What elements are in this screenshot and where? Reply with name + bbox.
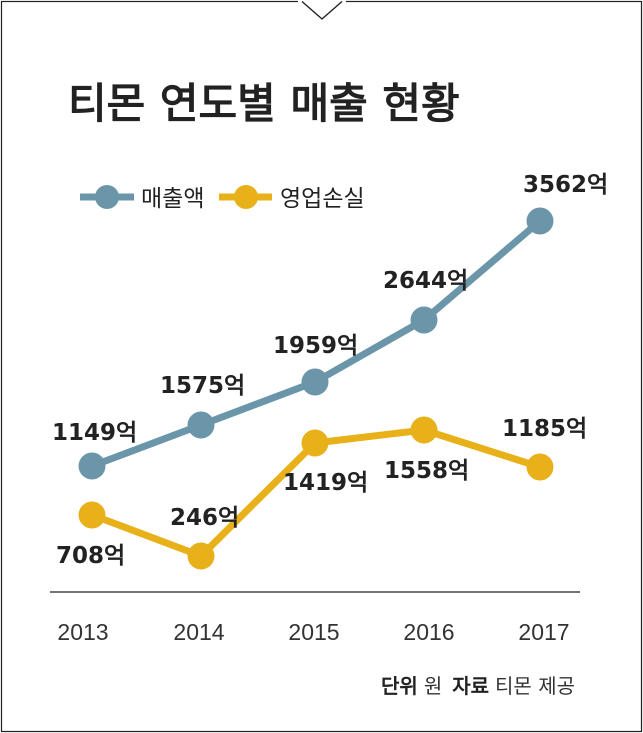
series-markers-revenue [78,207,554,480]
data-label: 1558억 [384,458,469,484]
legend-marker-loss [234,185,258,209]
data-label: 2644억 [383,268,468,294]
x-tick-label: 2016 [403,619,454,645]
data-point-marker [526,207,554,235]
unit-label: 단위 [381,674,418,698]
legend-label-revenue: 매출액 [141,186,204,212]
data-point-marker [526,453,554,481]
data-label: 708억 [56,543,125,569]
data-point-marker [187,542,215,570]
x-tick-label: 2014 [173,619,224,645]
x-tick-label: 2015 [288,619,339,645]
source-value: 티몬 제공 [495,674,575,698]
chart-title: 티몬 연도별 매출 현황 [68,79,460,128]
chevron-down-icon [301,0,343,20]
unit-value: 원 [424,674,442,698]
source-label: 자료 [452,674,489,698]
data-label: 246억 [170,505,239,531]
data-label: 1149억 [52,420,137,446]
x-tick-label: 2017 [518,619,569,645]
data-point-marker [410,416,438,444]
data-label: 1419억 [283,470,368,496]
x-tick-label: 2013 [57,619,108,645]
legend-marker-revenue [95,185,119,209]
data-point-marker [301,368,329,396]
data-label: 1575억 [160,373,245,399]
data-point-marker [78,501,106,529]
series-markers-loss [78,416,554,570]
data-point-marker [301,429,329,457]
source-line: 단위 원 자료 티몬 제공 [381,674,575,698]
legend-item-loss: 영업손실 [219,185,365,212]
data-label: 1185억 [502,416,587,442]
data-label: 1959억 [273,333,358,359]
data-point-marker [410,306,438,334]
data-label: 3562억 [523,172,608,198]
notch-gap [298,0,346,4]
data-point-marker [187,411,215,439]
legend-label-loss: 영업손실 [280,186,365,212]
legend-item-revenue: 매출액 [80,185,204,212]
data-point-marker [78,452,106,480]
legend: 매출액 영업손실 [80,185,365,212]
